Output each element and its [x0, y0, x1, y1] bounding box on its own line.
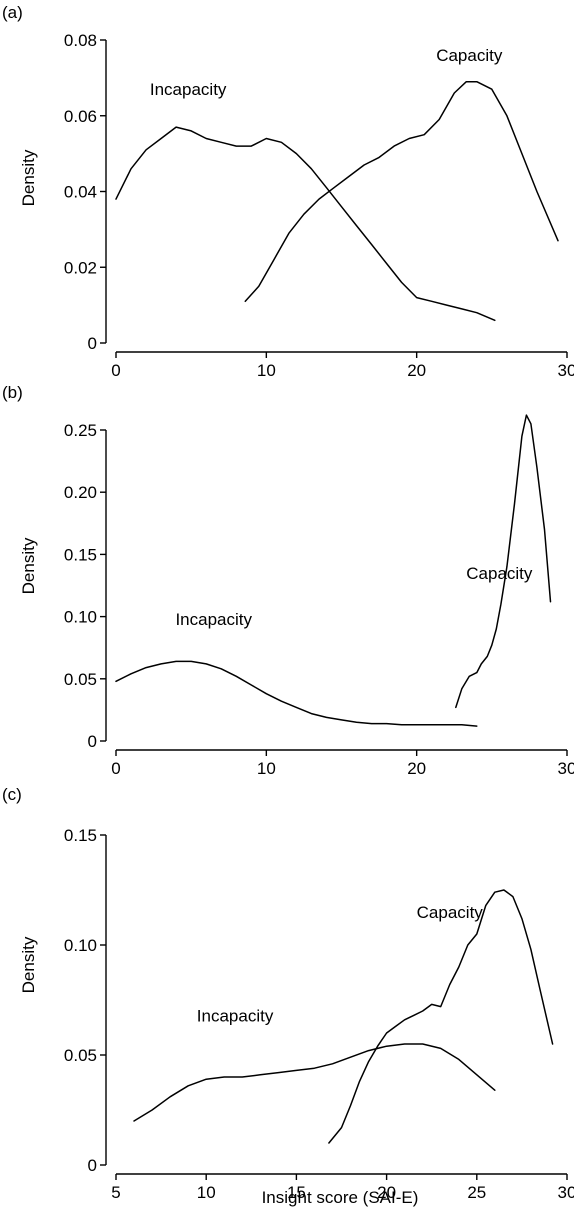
panel-a-incapacity-curve [115, 126, 496, 322]
panel-a-y-tick-label: 0.04 [64, 183, 97, 202]
panel-b-incapacity-label: Incapacity [175, 610, 252, 629]
panel-c-y-tick-label: 0 [88, 1156, 97, 1175]
panel-b-x-tick-label: 20 [407, 759, 426, 778]
panel-c-y-tick-label: 0.05 [64, 1046, 97, 1065]
panel-b: (b) Density 0 0.05 0.10 0.15 0.20 0.25 0 10 20 30… [2, 383, 574, 778]
panel-a: (a) Density 0 0.02 0.04 0.06 0.08 0 10 20 30 Inca… [2, 3, 574, 380]
panel-a-incapacity-label: Incapacity [150, 80, 227, 99]
panel-b-y-tick-label: 0.20 [64, 483, 97, 502]
panel-a-capacity-label: Capacity [436, 46, 503, 65]
panel-c-x-tick-label: 15 [287, 1183, 306, 1202]
panel-c-y-axis-title: Density [19, 936, 38, 993]
panel-a-y-axis-title: Density [19, 149, 38, 206]
panel-c-y-tick-label: 0.10 [64, 936, 97, 955]
panel-b-y-axis-title: Density [19, 537, 38, 594]
panel-b-y-tick-label: 0.10 [64, 608, 97, 627]
panel-c: (c) Density Insight score (SAI-E) 00.050… [2, 785, 574, 1207]
panel-c-x-tick-label: 30 [558, 1183, 574, 1202]
panel-a-label: (a) [2, 3, 23, 22]
panel-a-x-tick-label: 10 [257, 361, 276, 380]
panel-c-label: (c) [2, 785, 22, 804]
panel-b-capacity-curve [455, 414, 552, 709]
panel-a-y-tick-label: 0 [88, 334, 97, 353]
panel-a-y-tick-label: 0.02 [64, 258, 97, 277]
panel-a-plot: 0 0.02 0.04 0.06 0.08 0 10 20 30 Incapacity Capaci… [64, 31, 574, 380]
panel-c-incapacity-curve [133, 1043, 496, 1122]
panel-c-capacity-curve [328, 889, 554, 1144]
panel-c-incapacity-label: Incapacity [197, 1006, 274, 1025]
panel-b-incapacity-curve [115, 660, 478, 727]
panel-a-y-tick-label: 0.08 [64, 31, 97, 50]
panel-b-x-tick-label: 10 [257, 759, 276, 778]
panel-c-x-tick-label: 10 [197, 1183, 216, 1202]
panel-a-x-tick-label: 0 [111, 361, 120, 380]
panel-b-y-tick-label: 0.15 [64, 545, 97, 564]
panel-b-x-tick-label: 30 [558, 759, 574, 778]
panel-b-x-tick-label: 0 [111, 759, 120, 778]
panel-a-capacity-curve [244, 80, 559, 303]
panel-c-capacity-label: Capacity [417, 903, 484, 922]
panel-c-x-tick-label: 25 [467, 1183, 486, 1202]
panel-c-y-tick-label: 0.15 [64, 826, 97, 845]
panel-a-y-tick-label: 0.06 [64, 107, 97, 126]
panel-c-x-tick-label: 20 [377, 1183, 396, 1202]
panel-c-x-axis-title: Insight score (SAI-E) [262, 1188, 419, 1207]
panel-c-x-tick-label: 5 [111, 1183, 120, 1202]
panel-b-plot: 0 0.05 0.10 0.15 0.20 0.25 0 10 20 30 Incapacity Ca… [64, 414, 574, 778]
panel-b-y-tick-label: 0.05 [64, 670, 97, 689]
panel-a-x-tick-label: 30 [558, 361, 574, 380]
panel-a-x-tick-label: 20 [407, 361, 426, 380]
panel-b-capacity-label: Capacity [466, 564, 533, 583]
panel-b-y-tick-label: 0 [88, 732, 97, 751]
panel-b-label: (b) [2, 383, 23, 402]
panel-c-plot: 0 0.05 0.10 0.15 5 10 15 20 25 30 Incapacity Capaci… [64, 826, 574, 1202]
panel-b-y-tick-label: 0.25 [64, 421, 97, 440]
